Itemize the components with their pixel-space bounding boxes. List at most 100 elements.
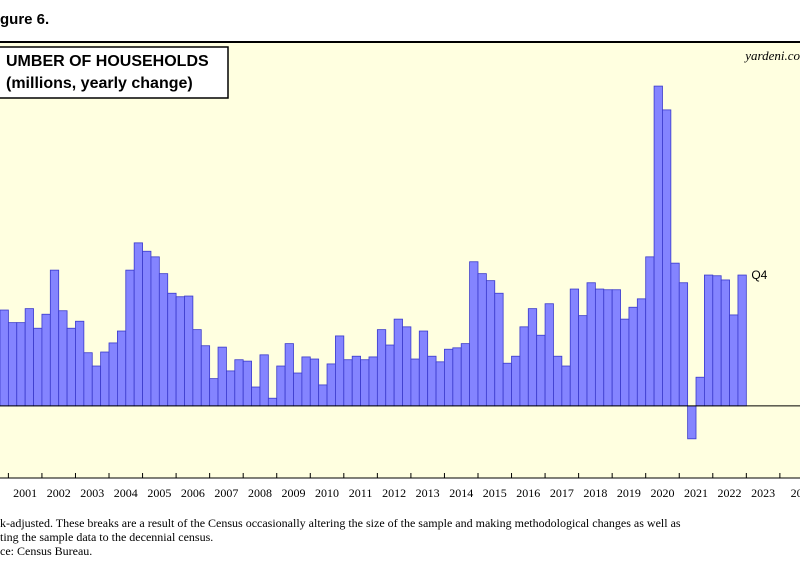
bar <box>66 327 76 407</box>
bar <box>578 315 588 407</box>
bar <box>561 365 571 407</box>
footnote: ce: Census Bureau. <box>0 544 92 558</box>
chart-title: UMBER OF HOUSEHOLDS <box>6 53 209 70</box>
bar <box>91 365 102 407</box>
source-mark: yardeni.co <box>743 48 800 63</box>
bar <box>267 397 278 407</box>
x-tick-label: 2009 <box>282 486 306 500</box>
bar <box>494 292 504 407</box>
bar <box>678 282 689 407</box>
bar <box>687 405 697 440</box>
x-tick-label: 2016 <box>516 486 540 500</box>
bar <box>502 362 512 407</box>
bar <box>737 274 747 407</box>
bar <box>351 355 361 407</box>
bar <box>485 280 496 407</box>
bar <box>729 314 739 407</box>
x-tick-label: 2013 <box>416 486 440 500</box>
bar <box>620 318 630 407</box>
bar <box>385 344 395 407</box>
bar <box>326 363 336 407</box>
bar <box>24 308 34 407</box>
bar <box>586 282 596 407</box>
bar <box>544 303 554 407</box>
bar <box>452 347 462 407</box>
bar <box>318 384 328 407</box>
bar <box>0 309 9 407</box>
bar <box>418 330 429 407</box>
bar <box>175 296 185 407</box>
bar <box>133 242 143 407</box>
x-tick-label: 2004 <box>114 486 138 500</box>
bar <box>636 298 647 407</box>
bar <box>125 269 135 407</box>
x-tick-label: 2020 <box>650 486 674 500</box>
bar <box>150 256 160 407</box>
x-tick-label: 2022 <box>718 486 742 500</box>
bar <box>217 346 227 407</box>
x-tick-label: 2015 <box>483 486 507 500</box>
bar <box>527 308 538 407</box>
bar <box>41 313 51 407</box>
bar <box>117 330 127 407</box>
x-tick-label: 2010 <box>315 486 339 500</box>
bar <box>653 85 663 407</box>
bar <box>58 310 68 407</box>
bar <box>226 370 236 407</box>
footnote: k-adjusted. These breaks are a result of… <box>0 516 681 530</box>
bar <box>393 318 403 407</box>
bar <box>276 365 286 407</box>
bar <box>142 250 152 407</box>
bar <box>301 356 311 407</box>
bar <box>200 345 211 407</box>
bar <box>7 322 18 407</box>
bar <box>670 262 680 407</box>
bar <box>83 352 93 407</box>
bar <box>444 348 454 407</box>
bar <box>628 306 638 407</box>
bar <box>519 326 529 407</box>
bar <box>704 274 714 407</box>
x-tick-label: 2018 <box>583 486 607 500</box>
bar <box>695 376 705 407</box>
x-tick-label: 2002 <box>47 486 71 500</box>
bar <box>569 288 580 407</box>
x-tick-label: 2011 <box>349 486 373 500</box>
x-tick-label: 2014 <box>449 486 473 500</box>
x-tick-label: 2006 <box>181 486 205 500</box>
bar <box>158 273 169 407</box>
footnote: ting the sample data to the decennial ce… <box>0 530 213 544</box>
bar <box>368 356 378 407</box>
bar <box>293 372 303 407</box>
bar <box>460 343 471 407</box>
x-tick-label: 2003 <box>80 486 104 500</box>
bar <box>720 279 730 407</box>
x-tick-label: 2021 <box>684 486 708 500</box>
x-tick-label: 2007 <box>214 486 238 500</box>
bar <box>309 358 320 407</box>
x-tick-label: 2023 <box>751 486 775 500</box>
bar <box>603 289 613 407</box>
bar <box>108 342 118 407</box>
bar <box>662 109 672 407</box>
x-tick-label: 2008 <box>248 486 272 500</box>
bar <box>594 288 605 407</box>
bar <box>712 275 722 407</box>
figure-label: gure 6. <box>0 11 49 28</box>
bar <box>167 292 177 407</box>
bar <box>184 295 194 407</box>
x-tick-label: 20 <box>791 486 800 500</box>
bar <box>511 355 521 407</box>
bar <box>284 343 294 407</box>
bar <box>49 269 60 407</box>
bar <box>100 351 110 407</box>
bar <box>427 355 437 407</box>
marks <box>0 85 800 440</box>
bar <box>335 335 345 407</box>
x-tick-label: 2019 <box>617 486 641 500</box>
bar <box>645 256 655 407</box>
x-tick-label: 2012 <box>382 486 406 500</box>
chart-subtitle: (millions, yearly change) <box>6 75 193 92</box>
bar <box>536 334 546 407</box>
